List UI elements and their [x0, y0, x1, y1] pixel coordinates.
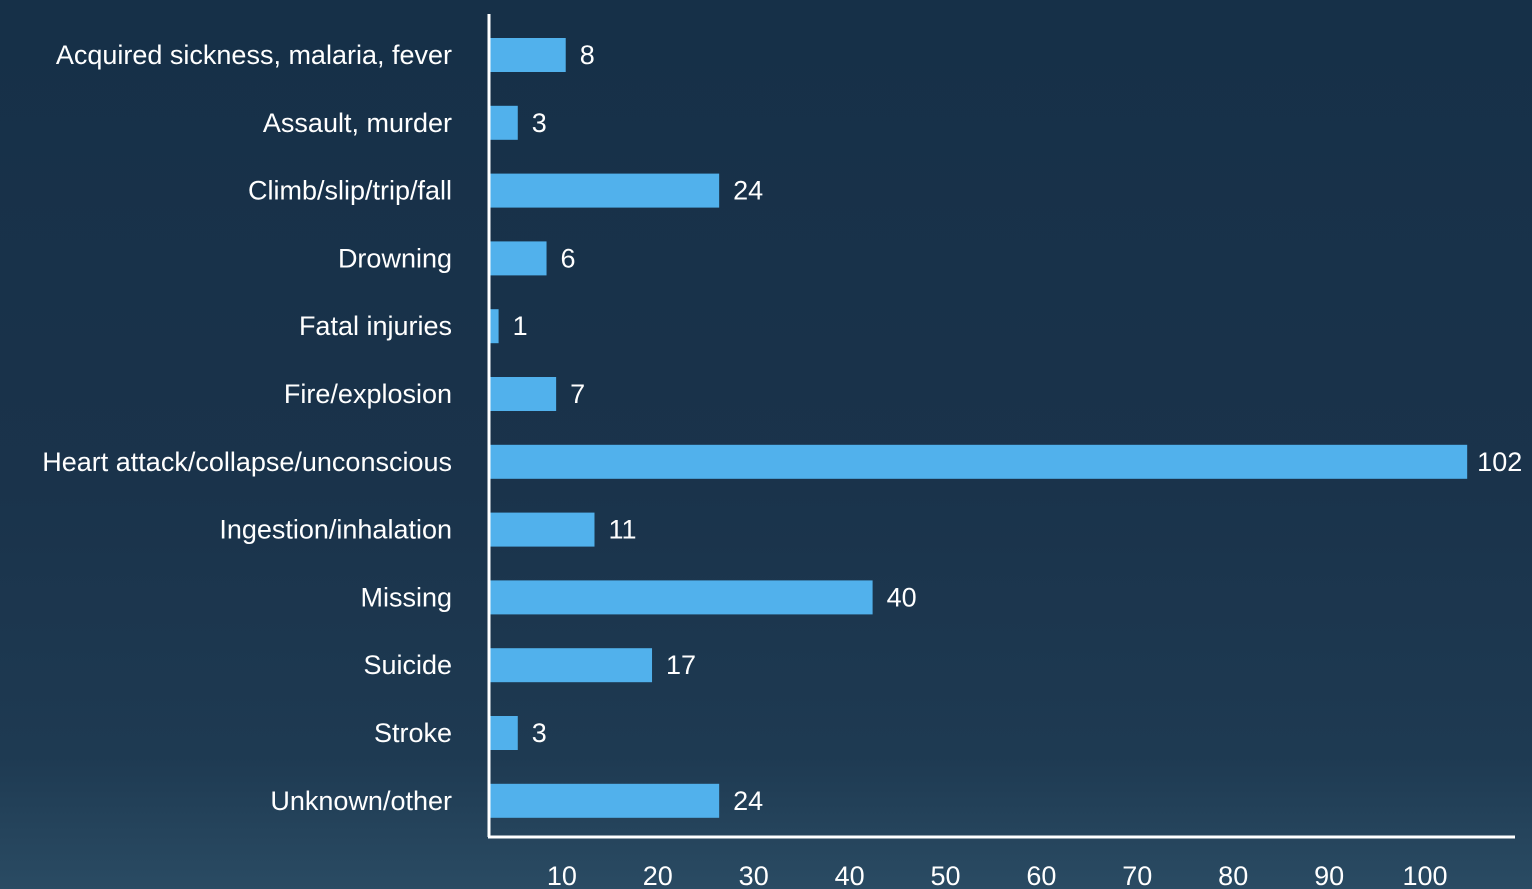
category-label: Unknown/other [270, 786, 452, 816]
x-tick-label: 10 [547, 861, 577, 889]
x-tick-label: 80 [1218, 861, 1248, 889]
category-label: Climb/slip/trip/fall [248, 176, 452, 206]
category-label: Drowning [338, 243, 452, 273]
value-label: 24 [733, 786, 763, 816]
x-tick-label: 50 [930, 861, 960, 889]
x-tick-label: 100 [1402, 861, 1447, 889]
bar [490, 173, 720, 208]
bar [490, 648, 653, 683]
bar [490, 580, 873, 615]
bar [490, 241, 547, 276]
value-label: 6 [561, 243, 576, 273]
x-tick-labels-group: 10 20 30 40 50 60 70 80 90 100 [547, 861, 1448, 889]
bars-group [490, 38, 1468, 818]
category-label: Stroke [374, 718, 452, 748]
category-label: Ingestion/inhalation [219, 515, 452, 545]
value-label: 1 [513, 311, 528, 341]
x-tick-label: 70 [1122, 861, 1152, 889]
bar [490, 444, 1468, 479]
bar [490, 716, 518, 750]
x-tick-label: 60 [1026, 861, 1056, 889]
bar [490, 309, 499, 344]
value-label: 8 [580, 40, 595, 70]
value-label: 11 [608, 515, 636, 545]
category-label: Missing [360, 582, 452, 612]
value-label: 3 [532, 718, 547, 748]
category-label: Heart attack/collapse/unconscious [42, 447, 452, 477]
bar [490, 38, 566, 72]
category-label: Fatal injuries [299, 311, 452, 341]
bar [490, 512, 595, 547]
bar [490, 783, 720, 818]
bar [490, 105, 518, 140]
value-label: 17 [666, 650, 696, 680]
value-label: 3 [532, 108, 547, 138]
x-tick-label: 90 [1314, 861, 1344, 889]
bar [490, 377, 557, 411]
value-label: 7 [570, 379, 585, 409]
category-labels-group: Acquired sickness, malaria, fever Assault… [42, 40, 452, 816]
x-tick-label: 20 [643, 861, 673, 889]
category-label: Acquired sickness, malaria, fever [56, 40, 452, 70]
category-label: Assault, murder [263, 108, 452, 138]
value-label: 102 [1477, 447, 1522, 477]
x-tick-label: 40 [835, 861, 865, 889]
value-label: 24 [733, 176, 763, 206]
value-label: 40 [887, 582, 917, 612]
x-tick-label: 30 [739, 861, 769, 889]
category-label: Fire/explosion [284, 379, 452, 409]
category-label: Suicide [363, 650, 452, 680]
